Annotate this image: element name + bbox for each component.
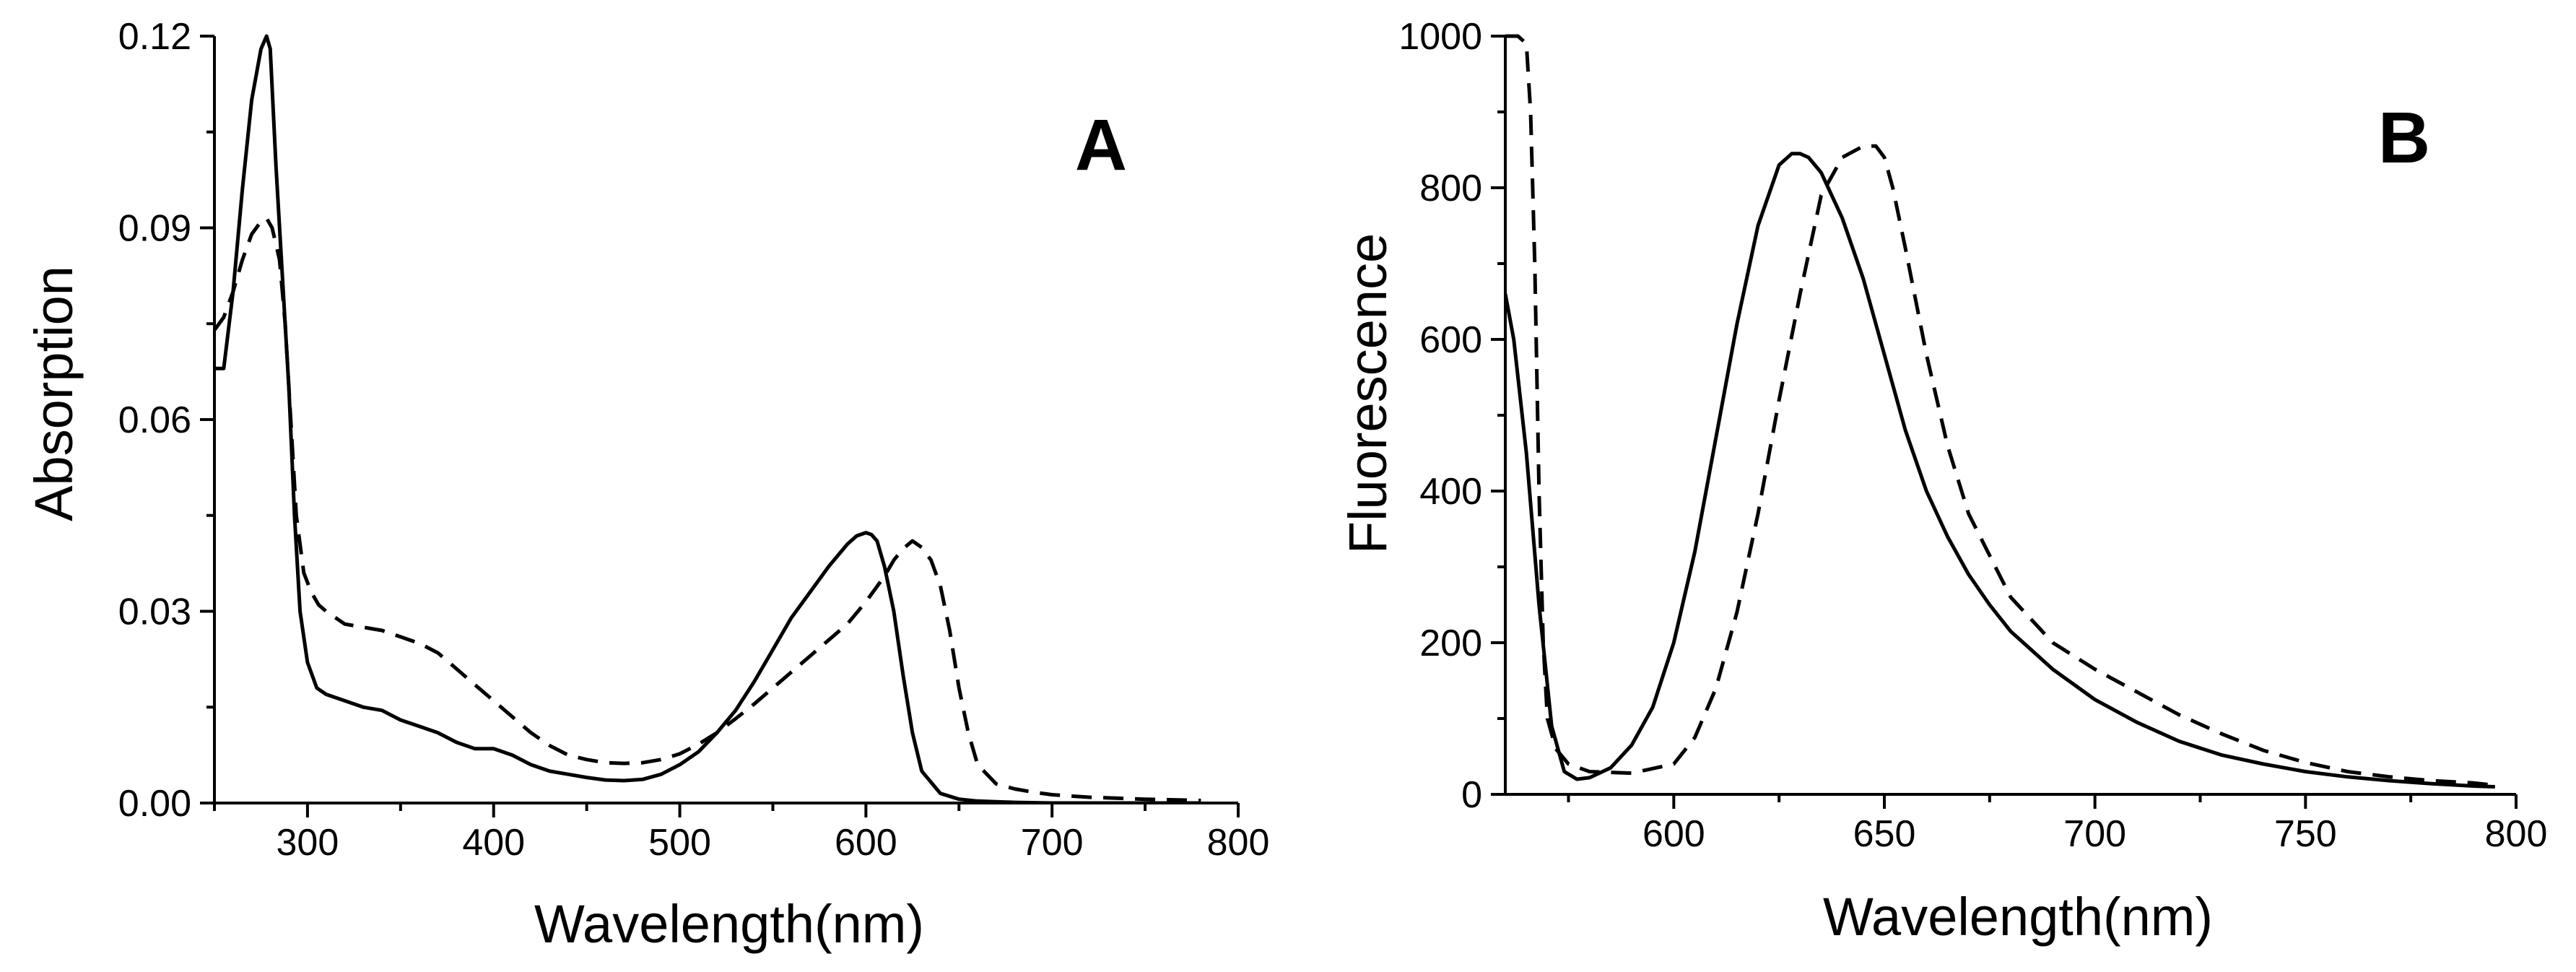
panel-b-x-axis-title: Wavelength(nm) (1823, 887, 2213, 947)
panel-a-y-tick-label: 0.06 (118, 399, 191, 441)
panel-b-axes (1491, 35, 2518, 809)
panel-b-series-dashed-line (1505, 34, 2496, 787)
panel-a-series-solid-line (214, 34, 1201, 803)
panel-b-series-solid-line (1505, 152, 2495, 789)
panel-a-x-tick-label: 700 (1021, 822, 1084, 864)
panel-a-series-layer (214, 34, 1201, 803)
panel-a-x-tick-label: 600 (835, 822, 897, 864)
panel-b-label: B (2378, 97, 2430, 178)
panel-a-y-tick-labels: 0.00 0.03 0.06 0.09 0.12 (118, 16, 191, 825)
panel-a-y-tick-label: 0.09 (118, 208, 191, 250)
panel-a-x-tick-label: 500 (648, 822, 711, 864)
panel-a-axes (200, 35, 1240, 817)
panel-b-x-tick-label: 800 (2485, 813, 2548, 855)
panel-a-x-tick-labels: 300 400 500 600 700 800 (277, 822, 1270, 864)
panel-b-x-tick-label: 650 (1853, 813, 1916, 855)
panel-a-y-tick-label: 0.12 (118, 16, 191, 58)
panel-a-label: A (1075, 105, 1127, 186)
panel-a-y-tick-label: 0.00 (118, 783, 191, 825)
panel-a-x-tick-label: 400 (462, 822, 525, 864)
panel-b-x-tick-label: 600 (1642, 813, 1705, 855)
panel-b-y-tick-label: 0 (1461, 774, 1482, 816)
panel-b-y-tick-labels: 0 200 400 600 800 1000 (1398, 16, 1482, 816)
panel-b-x-tick-label: 750 (2274, 813, 2337, 855)
panel-b-x-tick-labels: 600 650 700 750 800 (1642, 813, 2547, 855)
panel-b-x-tick-label: 700 (2063, 813, 2126, 855)
panel-b-y-tick-label: 1000 (1398, 16, 1482, 58)
panel-b-y-tick-label: 800 (1419, 168, 1482, 209)
panel-a-y-axis-title: Absorption (24, 266, 84, 521)
panel-b-y-tick-label: 600 (1419, 319, 1482, 361)
panel-a-series-dashed-line (214, 216, 1201, 802)
panel-a-x-tick-label: 800 (1207, 822, 1270, 864)
panel-a-x-axis-title: Wavelength(nm) (534, 894, 924, 954)
panel-a-absorption-chart: 300 400 500 600 700 800 0.000.030.060.090.12 … (24, 16, 1269, 954)
panel-b-y-tick-label: 400 (1419, 471, 1482, 513)
panel-b-y-axis-title: Fluorescence (1338, 233, 1398, 554)
panel-b-series-layer (1505, 34, 2496, 789)
panel-a-y-tick-label: 0.03 (118, 591, 191, 633)
panel-b-y-tick-label: 200 (1419, 622, 1482, 664)
panel-b-fluorescence-chart: 600 650 700 750 800 0 200 400 600 800 1000 Wavele… (1338, 16, 2547, 947)
panel-a-x-tick-label: 300 (277, 822, 339, 864)
